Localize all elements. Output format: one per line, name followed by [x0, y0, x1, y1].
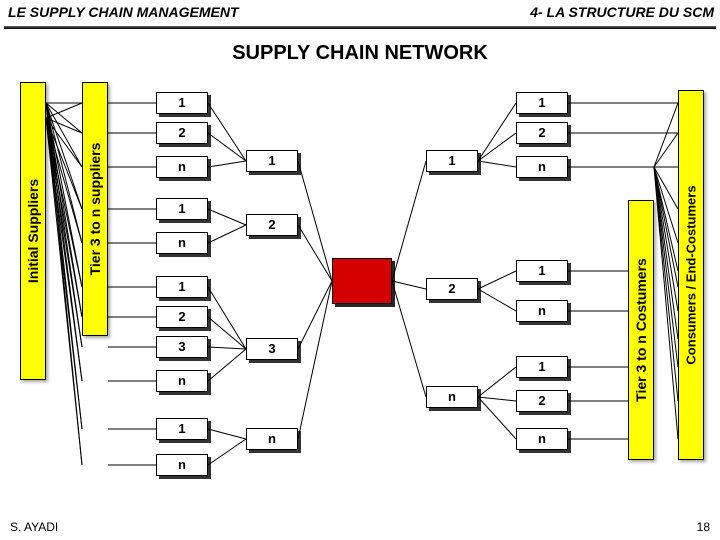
band-label-tier3sup: Tier 3 to n suppliers [87, 143, 103, 276]
node-MR2: 2 [426, 278, 478, 300]
node-R7: 2 [516, 390, 568, 412]
node-L1: 1 [156, 92, 208, 114]
node-L10: 1 [156, 418, 208, 440]
node-L9: n [156, 370, 208, 392]
node-ML3: 3 [246, 338, 298, 360]
node-R6: 1 [516, 356, 568, 378]
band-label-tier3cost: Tier 3 to n Costumers [633, 258, 649, 402]
node-L11: n [156, 454, 208, 476]
node-L4: 1 [156, 198, 208, 220]
footer-page: 18 [697, 520, 710, 534]
band-label-consumers: Consumers / End-Costumers [684, 185, 699, 364]
node-L6: 1 [156, 276, 208, 298]
band-label-initial: Initial Suppliers [25, 179, 41, 283]
node-ML2: 2 [246, 214, 298, 236]
header-underline [4, 26, 716, 29]
page-title: SUPPLY CHAIN NETWORK [0, 42, 720, 65]
node-ML4: n [246, 428, 298, 450]
node-R4: 1 [516, 260, 568, 282]
node-L5: n [156, 232, 208, 254]
footer-author: S. AYADI [10, 520, 58, 534]
node-R1: 1 [516, 92, 568, 114]
node-R2: 2 [516, 122, 568, 144]
node-MR1: 1 [426, 150, 478, 172]
node-R8: n [516, 428, 568, 450]
node-R3: n [516, 156, 568, 178]
header-left: LE SUPPLY CHAIN MANAGEMENT [8, 4, 239, 20]
node-L2: 2 [156, 122, 208, 144]
header-right: 4- LA STRUCTURE DU SCM [530, 4, 714, 20]
node-L7: 2 [156, 306, 208, 328]
node-MR3: n [426, 386, 478, 408]
slide-header: LE SUPPLY CHAIN MANAGEMENT 4- LA STRUCTU… [0, 4, 720, 26]
focal-company [332, 258, 392, 304]
node-ML1: 1 [246, 150, 298, 172]
node-R5: n [516, 300, 568, 322]
node-L8: 3 [156, 336, 208, 358]
node-L3: n [156, 156, 208, 178]
